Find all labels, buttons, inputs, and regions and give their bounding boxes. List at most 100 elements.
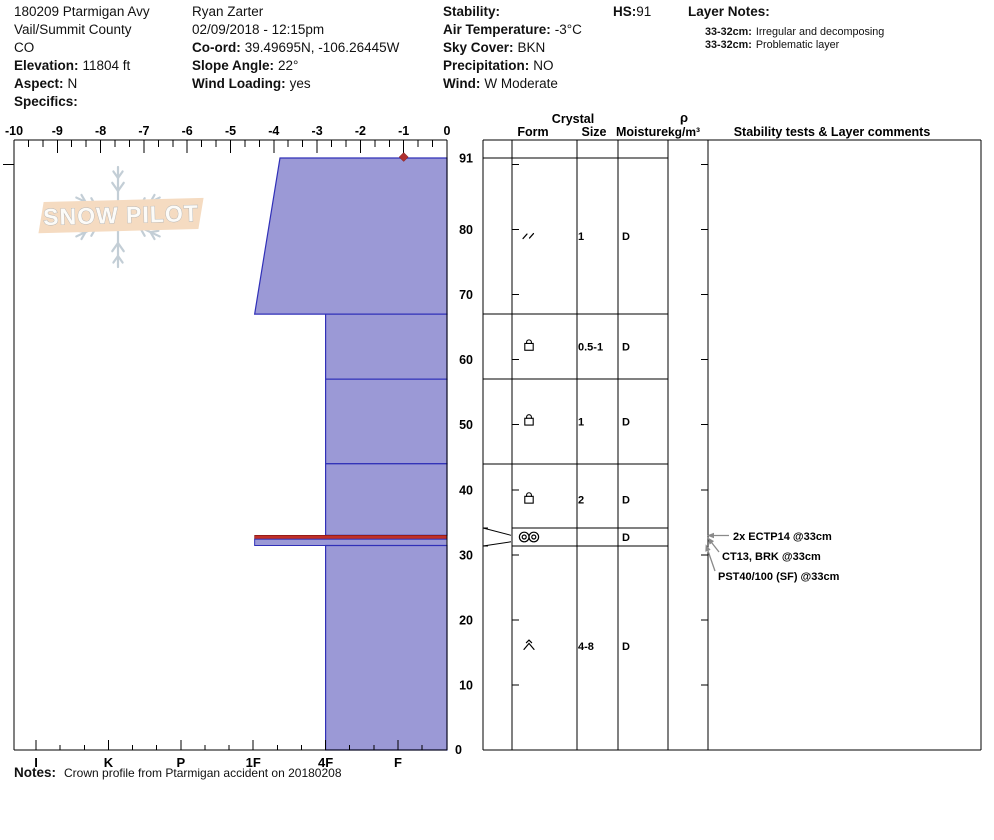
temp-tick-label: -4 — [268, 124, 279, 138]
wind-loading-line: Wind Loading: yes — [192, 76, 311, 92]
aspect-line: Aspect: N — [14, 76, 77, 92]
stability-test-label: CT13, BRK @33cm — [722, 551, 821, 563]
stability-test-label: 2x ECTP14 @33cm — [733, 531, 832, 543]
notes-line: Notes: Crown profile from Ptarmigan accid… — [14, 764, 342, 782]
layer-bar — [325, 544, 448, 751]
elevation-label: Elevation: — [14, 58, 79, 73]
form-header: Form — [517, 125, 548, 139]
coord-label: Co-ord: — [192, 40, 241, 55]
pit-name: 180209 Ptarmigan Avy — [14, 4, 150, 19]
zoom-bracket-line — [482, 527, 512, 536]
logo-band: SNOW PILOT — [38, 197, 204, 234]
depth-tick-label: 91 — [459, 152, 473, 166]
test-arrow-head — [707, 532, 714, 539]
critical-layer-band — [254, 534, 448, 540]
hs-label: HS: — [613, 4, 637, 19]
specifics-line: Specifics: — [14, 94, 78, 110]
temp-tick-label: 0 — [444, 124, 451, 138]
zoom-bracket-line — [482, 541, 512, 547]
moisture-value: D — [622, 231, 630, 243]
hs-value: 91 — [636, 4, 652, 19]
layer-bar — [253, 157, 448, 315]
size-header: Size — [581, 125, 606, 139]
temp-tick-label: -9 — [52, 124, 63, 138]
notes-label: Notes: — [14, 765, 57, 780]
grain-size-value: 4-8 — [578, 641, 594, 653]
temp-tick-label: -3 — [312, 124, 323, 138]
air-temp-label: Air Temperature: — [443, 22, 551, 37]
hardness-tick-label: 1F — [246, 755, 261, 770]
stability-line: Stability: — [443, 4, 500, 20]
pit-state: CO — [14, 40, 35, 55]
grain-size-value: 2 — [578, 495, 584, 507]
stability-label: Stability: — [443, 4, 501, 19]
pit-datetime: 02/09/2018 - 12:15pm — [192, 22, 325, 37]
thin-layer-bar — [254, 538, 448, 547]
moisture-value: D — [622, 416, 630, 428]
depth-tick-label: 80 — [459, 223, 473, 237]
temp-tick-label: -7 — [138, 124, 149, 138]
elevation-value: 11804 ft — [82, 58, 131, 73]
layer-note-range: 33-32cm: — [705, 39, 752, 51]
layer-table: Crystal Form Size Moisture ρkg/m³ Stability t… — [482, 110, 982, 751]
layer-note: 33-32cm: Problematic layer — [705, 37, 839, 53]
grain-form-symbol-lock — [524, 339, 534, 351]
moisture-value: D — [622, 342, 630, 354]
density-header: ρ — [680, 110, 688, 125]
layer-note-range: 33-32cm: — [705, 26, 752, 38]
layer-note: 33-32cm: Irregular and decomposing — [705, 24, 884, 40]
layer-bar — [325, 313, 448, 380]
snowpilot-logo: SNOW PILOT — [38, 165, 204, 269]
grain-form-symbol-lock — [524, 414, 534, 426]
slope-angle-line: Slope Angle: 22° — [192, 58, 298, 74]
depth-tick-label: 0 — [455, 743, 462, 757]
slope-angle-value: 22° — [278, 58, 299, 73]
aspect-value: N — [67, 76, 78, 91]
crystal-header: Crystal — [552, 112, 594, 126]
notes-text: Crown profile from Ptarmigan accident on… — [64, 766, 342, 780]
stability-test-label: PST40/100 (SF) @33cm — [718, 571, 840, 583]
air-temp-value: -3°C — [554, 22, 582, 37]
layer-note-text: Problematic layer — [755, 39, 840, 51]
hs-line: HS:91 — [613, 4, 651, 20]
grain-size-value: 0.5-1 — [578, 342, 603, 354]
layer-bar — [325, 463, 448, 536]
hardness-tick-label: F — [394, 755, 402, 770]
wind-line: Wind: W Moderate — [443, 76, 558, 92]
coord-line: Co-ord: 39.49695N, -106.26445W — [192, 40, 399, 56]
air-temp-line: Air Temperature: -3°C — [443, 22, 582, 38]
pit-location: Vail/Summit County — [14, 22, 132, 37]
hardness-tick-label: 4F — [318, 755, 333, 770]
grain-form-symbol-rings — [518, 531, 540, 543]
temp-tick-label: -2 — [355, 124, 366, 138]
hardness-profile — [253, 157, 448, 751]
density-unit-header: kg/m³ — [668, 125, 700, 139]
depth-tick-label: 10 — [459, 678, 473, 692]
elevation-line: Elevation: 11804 ft — [14, 58, 130, 74]
precip-label: Precipitation: — [443, 58, 530, 73]
hardness-tick-label: P — [176, 755, 185, 770]
moisture-header: Moisture — [616, 125, 668, 139]
wind-loading-value: yes — [289, 76, 311, 91]
tests-header: Stability tests & Layer comments — [734, 125, 931, 139]
logo-text: SNOW PILOT — [43, 200, 199, 230]
temp-point — [398, 152, 409, 162]
temp-tick-label: -1 — [398, 124, 409, 138]
moisture-value: D — [622, 495, 630, 507]
sky-cover-value: BKN — [517, 40, 546, 55]
grain-form-symbol-dh — [523, 639, 535, 651]
grain-size-value: 1 — [578, 416, 584, 428]
wind-label: Wind: — [443, 76, 481, 91]
depth-tick-label: 30 — [459, 548, 473, 562]
moisture-value: D — [622, 532, 630, 544]
specifics-label: Specifics: — [14, 94, 78, 109]
test-arrow-head — [705, 544, 711, 552]
layer-bar — [325, 378, 448, 465]
temp-tick-label: -10 — [5, 124, 23, 138]
coord-value: 39.49695N, -106.26445W — [244, 40, 400, 55]
wind-value: W Moderate — [484, 76, 558, 91]
wind-loading-label: Wind Loading: — [192, 76, 286, 91]
slope-angle-label: Slope Angle: — [192, 58, 275, 73]
hardness-tick-label: I — [34, 755, 38, 770]
grain-form-symbol-lock — [524, 492, 534, 504]
